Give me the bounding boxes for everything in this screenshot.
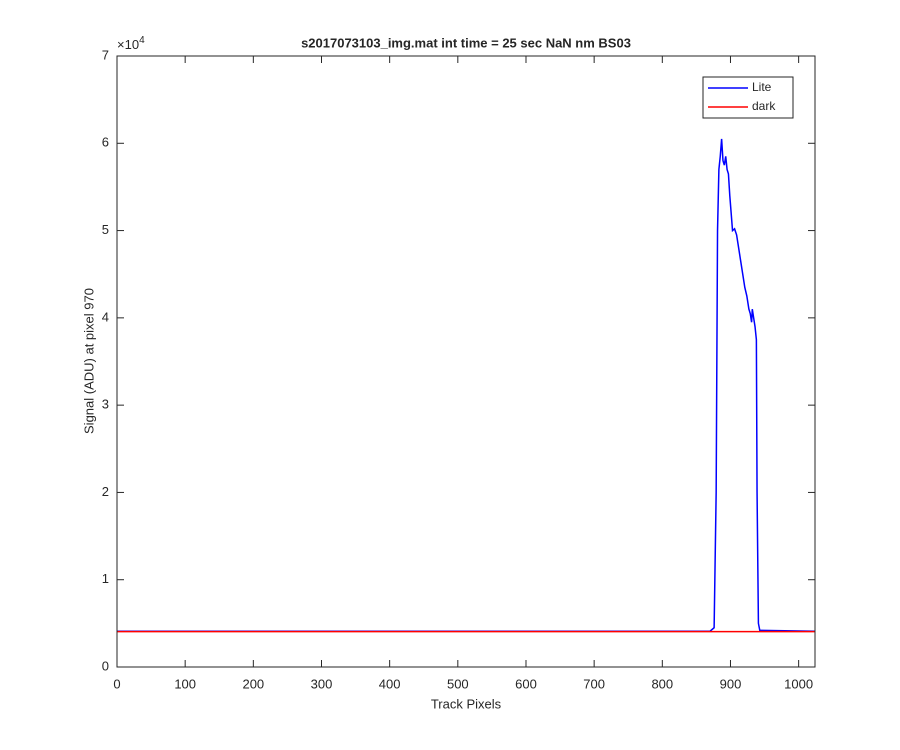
axes-box	[116, 55, 816, 668]
x-tick-label: 200	[242, 676, 264, 691]
x-tick-label: 700	[583, 676, 605, 691]
y-tick-label: 4	[102, 309, 109, 324]
y-exponent-base: ×10	[117, 37, 139, 52]
y-tick-label: 2	[102, 484, 109, 499]
legend-label: dark	[752, 99, 776, 113]
y-tick-label: 6	[102, 135, 109, 150]
x-tick-label: 300	[311, 676, 333, 691]
x-tick-label: 800	[651, 676, 673, 691]
line-series	[117, 138, 816, 632]
y-exponent: ×104	[117, 35, 145, 53]
x-tick-label: 500	[447, 676, 469, 691]
y-tick-label: 0	[102, 658, 109, 673]
x-tick-label: 600	[515, 676, 537, 691]
y-tick-label: 3	[102, 397, 109, 412]
x-tick-label: 900	[720, 676, 742, 691]
x-tick-label: 0	[113, 676, 120, 691]
legend-box	[702, 76, 794, 119]
x-tick-label: 400	[379, 676, 401, 691]
y-tick-label: 1	[102, 571, 109, 586]
chart-title: s2017073103_img.mat int time = 25 sec Na…	[301, 35, 631, 50]
y-axis-label: Signal (ADU) at pixel 970	[81, 288, 96, 434]
x-axis-label: Track Pixels	[431, 696, 502, 711]
x-tick-label: 100	[174, 676, 196, 691]
y-tick-label: 7	[102, 47, 109, 62]
legend-label: Lite	[752, 80, 772, 94]
x-tick-label: 1000	[784, 676, 813, 691]
y-exponent-power: 4	[139, 35, 145, 46]
y-tick-label: 5	[102, 222, 109, 237]
